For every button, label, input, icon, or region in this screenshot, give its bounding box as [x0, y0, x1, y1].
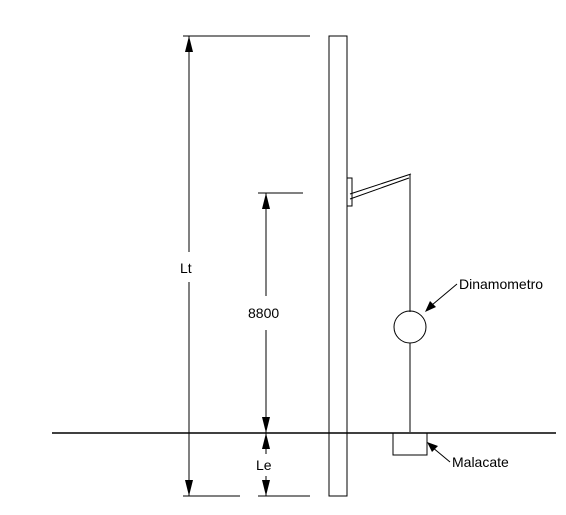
dynamometer-circle	[393, 310, 427, 344]
winch-leader-arrow	[427, 442, 438, 452]
dim-height-arrow-top	[262, 193, 270, 209]
label-le: Le	[256, 457, 272, 473]
pole	[328, 35, 348, 497]
dim-lt-arrow-top	[185, 36, 193, 52]
dim-height-arrow-bottom	[262, 417, 270, 433]
pull-arm-top	[349, 173, 412, 195]
pull-arm-bottom	[349, 177, 410, 200]
dim-le-arrow-bottom	[262, 480, 270, 496]
bracket-plate	[346, 177, 353, 207]
label-winch: Malacate	[452, 454, 509, 470]
winch-leader	[431, 446, 451, 463]
dim-le-arrow-top	[262, 433, 270, 449]
dim-lt-arrow-bottom	[185, 480, 193, 496]
label-dynamometer: Dinamometro	[459, 276, 543, 292]
dynamometer-leader	[431, 283, 458, 306]
label-height: 8800	[248, 305, 279, 321]
label-lt: Lt	[180, 260, 192, 276]
dynamometer-leader-arrow	[425, 301, 436, 312]
winch-box	[392, 432, 428, 456]
